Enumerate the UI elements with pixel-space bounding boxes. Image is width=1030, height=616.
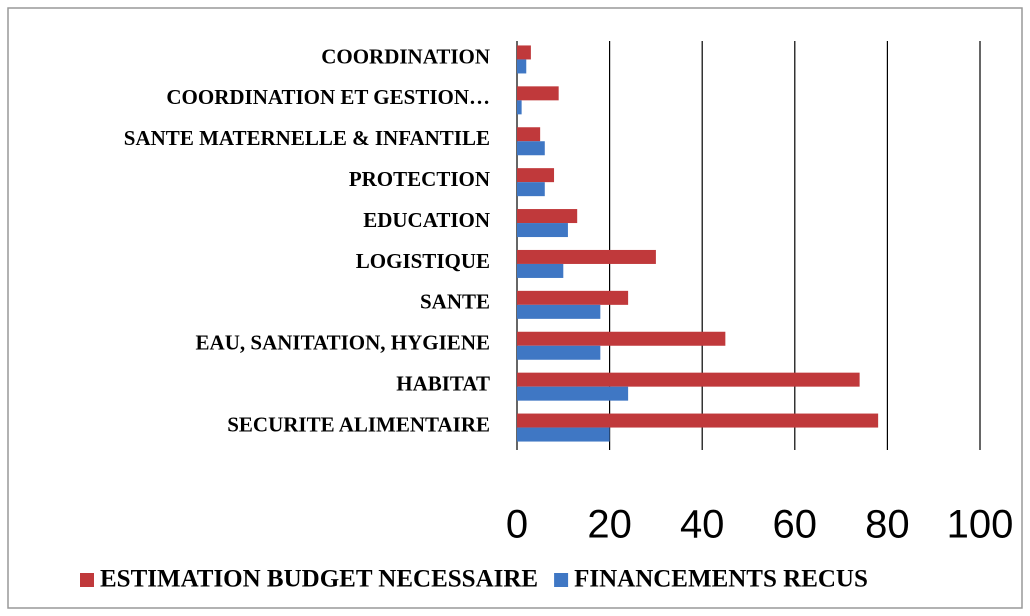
x-tick-label: 40 [680,503,725,547]
y-tick-label: SANTE [420,290,490,314]
x-tick-label: 60 [773,503,818,547]
bar [517,386,629,401]
bar [517,86,559,101]
x-tick-label: 0 [506,503,528,547]
x-tick-label: 20 [587,503,632,547]
bar [517,290,629,305]
bar [517,304,601,319]
legend-label: ESTIMATION BUDGET NECESSAIRE [100,566,538,593]
bar [517,182,545,197]
y-tick-label: SANTE MATERNELLE & INFANTILE [124,126,490,150]
chart-border [7,7,1023,609]
bar [517,249,656,264]
legend-swatch [80,573,94,587]
y-tick-label: HABITAT [396,371,490,395]
bar [517,141,545,156]
bar [517,45,531,60]
bar [517,372,860,387]
y-tick-label: EDUCATION [363,208,490,232]
bar [517,263,564,278]
bar [517,223,568,238]
bar [517,345,601,360]
y-tick-label: LOGISTIQUE [356,249,490,273]
bar [517,100,522,115]
y-tick-label: SECURITE ALIMENTAIRE [227,412,490,436]
legend-swatch [554,573,569,587]
bar [517,331,726,346]
bar [517,168,555,183]
bar [517,413,879,428]
x-tick-label: 100 [947,503,1014,547]
y-tick-label: EAU, SANITATION, HYGIENE [196,331,490,355]
legend-label: FINANCEMENTS RECUS [574,566,868,593]
y-tick-label: COORDINATION [321,44,490,68]
bar [517,209,578,224]
bar [517,59,527,74]
y-tick-label: PROTECTION [349,167,490,191]
y-tick-label: COORDINATION ET GESTION… [166,85,490,109]
bar [517,427,610,442]
x-tick-label: 80 [865,503,910,547]
bar [517,127,541,142]
